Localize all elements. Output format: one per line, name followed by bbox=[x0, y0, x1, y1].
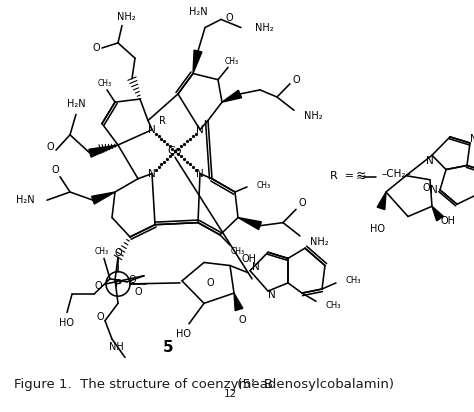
Text: –CH₂–: –CH₂– bbox=[382, 169, 412, 179]
Text: CH₃: CH₃ bbox=[346, 276, 362, 286]
Text: N: N bbox=[268, 290, 276, 300]
Text: O: O bbox=[46, 142, 54, 152]
Text: HO: HO bbox=[371, 224, 385, 234]
Text: P: P bbox=[114, 279, 122, 289]
Text: CH₃: CH₃ bbox=[231, 247, 245, 256]
Text: NH₂: NH₂ bbox=[310, 237, 328, 247]
Text: N: N bbox=[148, 169, 156, 179]
Text: HO: HO bbox=[60, 318, 74, 328]
Text: O: O bbox=[128, 275, 136, 285]
Text: O: O bbox=[298, 198, 306, 208]
Text: OH: OH bbox=[441, 215, 456, 226]
Text: O: O bbox=[292, 75, 300, 84]
Text: O: O bbox=[92, 43, 100, 53]
Text: N: N bbox=[148, 125, 156, 135]
Text: N: N bbox=[196, 169, 204, 179]
Text: O: O bbox=[51, 164, 59, 175]
Text: O: O bbox=[206, 278, 214, 288]
Text: N: N bbox=[426, 157, 434, 166]
Text: H₂N: H₂N bbox=[67, 99, 85, 109]
Text: R  =: R = bbox=[330, 171, 354, 181]
Text: NH₂: NH₂ bbox=[117, 12, 135, 22]
Text: CH₃: CH₃ bbox=[257, 181, 271, 190]
Text: N: N bbox=[470, 134, 474, 144]
Text: OH: OH bbox=[242, 254, 257, 265]
Text: O: O bbox=[422, 183, 430, 193]
Text: HO: HO bbox=[176, 329, 191, 339]
Text: O: O bbox=[114, 248, 122, 258]
Text: CH₃: CH₃ bbox=[98, 79, 112, 88]
Polygon shape bbox=[89, 145, 118, 157]
Text: NH: NH bbox=[109, 342, 123, 352]
Text: 5: 5 bbox=[163, 340, 173, 355]
Text: Figure 1.  The structure of coenzyme B: Figure 1. The structure of coenzyme B bbox=[14, 378, 273, 391]
Polygon shape bbox=[234, 293, 243, 311]
Text: O: O bbox=[94, 281, 102, 291]
Text: (5’-adenosylcobalamin): (5’-adenosylcobalamin) bbox=[233, 378, 394, 391]
Text: N: N bbox=[196, 125, 204, 135]
Polygon shape bbox=[377, 192, 386, 210]
Text: CH₃: CH₃ bbox=[225, 57, 239, 66]
Text: H₂N: H₂N bbox=[17, 195, 35, 205]
Text: 12: 12 bbox=[224, 389, 237, 399]
Polygon shape bbox=[91, 192, 115, 204]
Text: CH₃: CH₃ bbox=[95, 247, 109, 256]
Text: NH₂: NH₂ bbox=[255, 23, 273, 33]
Polygon shape bbox=[238, 218, 261, 229]
Text: Co: Co bbox=[168, 146, 182, 156]
Text: NH₂: NH₂ bbox=[304, 111, 323, 122]
Text: ≋: ≋ bbox=[356, 170, 366, 183]
Polygon shape bbox=[222, 90, 242, 102]
Polygon shape bbox=[432, 206, 443, 221]
Text: O: O bbox=[134, 287, 142, 297]
Text: O: O bbox=[96, 311, 104, 322]
Text: R: R bbox=[159, 115, 165, 126]
Text: N: N bbox=[430, 185, 438, 195]
Text: O: O bbox=[238, 315, 246, 325]
Text: O: O bbox=[225, 13, 233, 23]
Text: CH₃: CH₃ bbox=[326, 301, 341, 310]
Text: H₂N: H₂N bbox=[189, 7, 207, 17]
Polygon shape bbox=[193, 50, 202, 73]
Text: N: N bbox=[252, 262, 260, 272]
